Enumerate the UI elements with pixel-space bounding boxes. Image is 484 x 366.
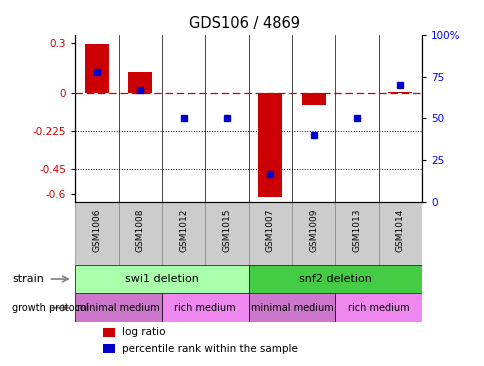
Text: percentile rank within the sample: percentile rank within the sample [122, 344, 297, 354]
Bar [75, 202, 118, 265]
Bar [205, 202, 248, 265]
Bar [103, 344, 115, 353]
Text: strain: strain [12, 274, 44, 284]
Text: GSM1006: GSM1006 [92, 208, 101, 252]
Bar [248, 265, 421, 294]
Bar [75, 294, 162, 322]
Bar [103, 328, 115, 337]
Bar [162, 294, 248, 322]
Bar [334, 202, 378, 265]
Bar [334, 294, 421, 322]
Text: growth protocol: growth protocol [12, 303, 89, 313]
Text: GDS106 / 4869: GDS106 / 4869 [189, 16, 300, 31]
Bar [291, 202, 334, 265]
Text: GSM1014: GSM1014 [395, 209, 404, 252]
Bar [248, 202, 291, 265]
Bar [128, 71, 152, 93]
Bar [258, 93, 282, 197]
Text: GSM1012: GSM1012 [179, 209, 188, 252]
Text: rich medium: rich medium [347, 303, 408, 313]
Text: rich medium: rich medium [174, 303, 236, 313]
Bar [378, 202, 421, 265]
Text: snf2 deletion: snf2 deletion [298, 274, 371, 284]
Bar [118, 202, 162, 265]
Text: GSM1009: GSM1009 [308, 208, 318, 252]
Bar [75, 265, 248, 294]
Text: minimal medium: minimal medium [77, 303, 160, 313]
Bar [85, 44, 108, 93]
Bar [248, 294, 334, 322]
Text: minimal medium: minimal medium [250, 303, 333, 313]
Text: GSM1007: GSM1007 [265, 208, 274, 252]
Bar [301, 93, 325, 105]
Text: GSM1008: GSM1008 [136, 208, 144, 252]
Bar [388, 92, 411, 93]
Text: GSM1013: GSM1013 [352, 208, 361, 252]
Bar [162, 202, 205, 265]
Text: swi1 deletion: swi1 deletion [125, 274, 198, 284]
Text: log ratio: log ratio [122, 327, 165, 337]
Text: GSM1015: GSM1015 [222, 208, 231, 252]
